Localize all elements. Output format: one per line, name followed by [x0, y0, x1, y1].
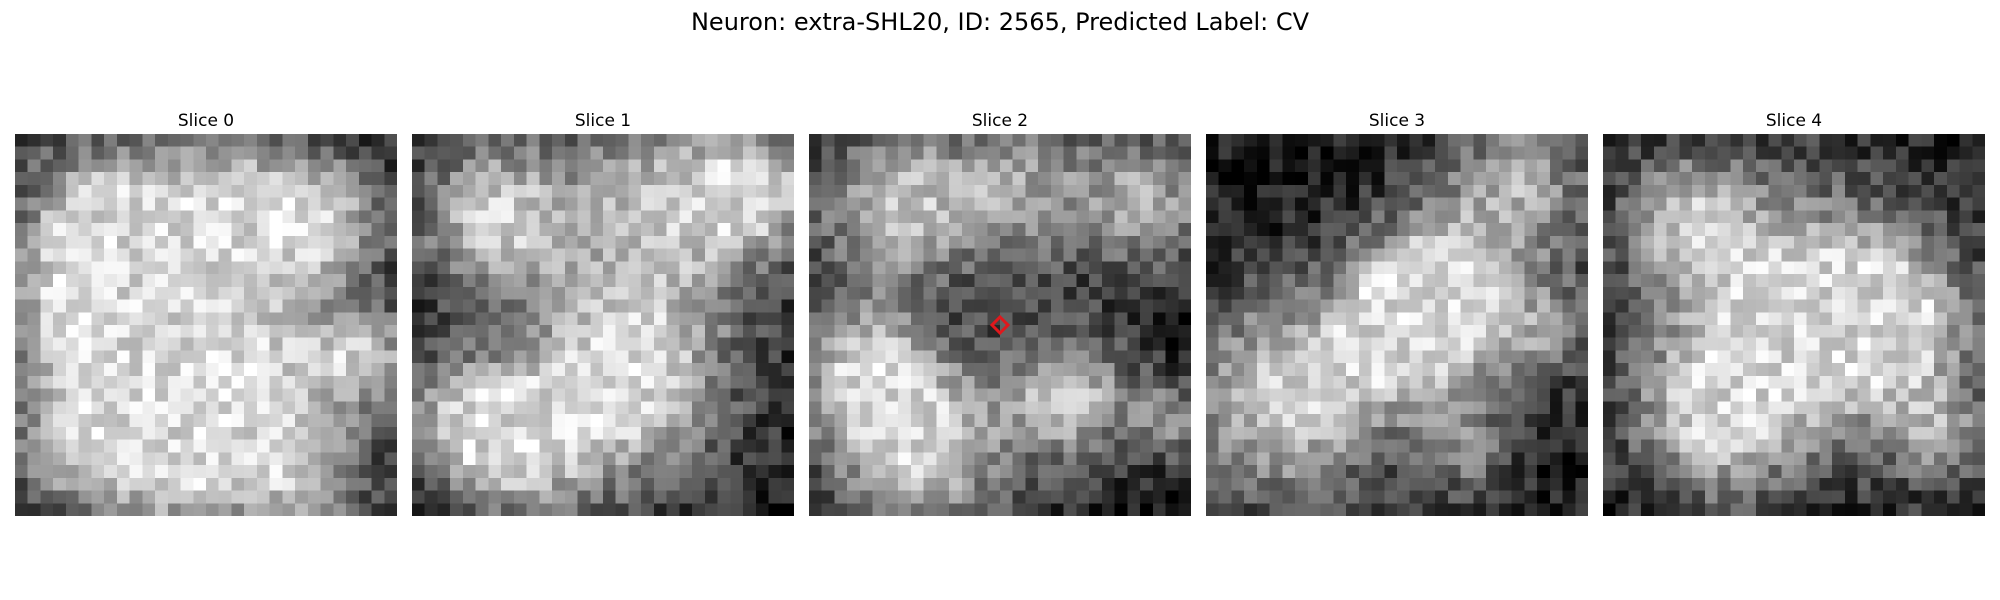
slice-image	[1603, 134, 1985, 516]
slice-image	[1206, 134, 1588, 516]
slice-image	[809, 134, 1191, 516]
slice-title: Slice 4	[1765, 111, 1823, 131]
slice-title: Slice 2	[971, 111, 1029, 131]
slice-title: Slice 1	[574, 111, 632, 131]
slice-panel-2: Slice 2	[809, 108, 1191, 516]
slice-panel-4: Slice 4	[1603, 108, 1985, 516]
slice-image	[15, 134, 397, 516]
slice-panel-1: Slice 1	[412, 108, 794, 516]
slice-title: Slice 3	[1368, 111, 1426, 131]
slice-panel-0: Slice 0	[15, 108, 397, 516]
slice-panel-3: Slice 3	[1206, 108, 1588, 516]
slice-title: Slice 0	[177, 111, 235, 131]
slice-image	[412, 134, 794, 516]
figure-title: Neuron: extra-SHL20, ID: 2565, Predicted…	[690, 8, 1310, 36]
